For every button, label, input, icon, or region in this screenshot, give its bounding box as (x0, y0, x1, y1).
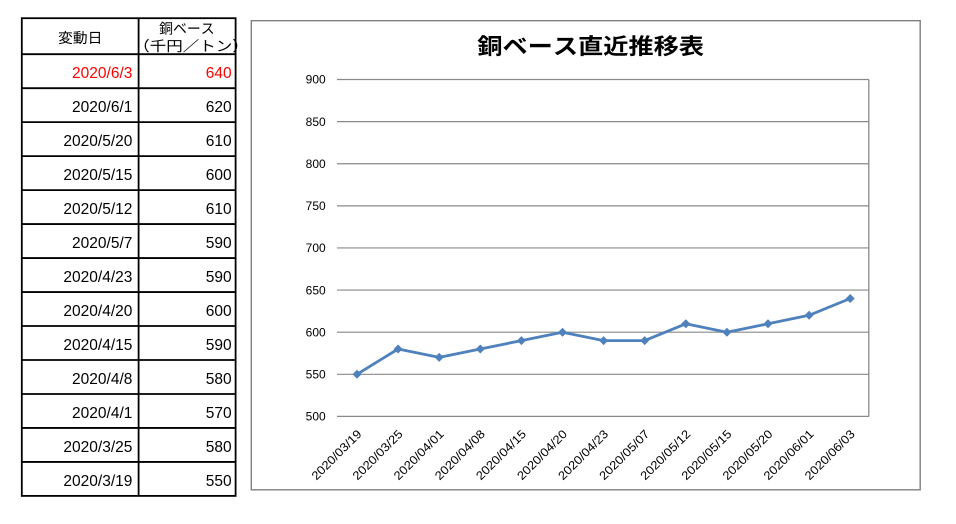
svg-text:650: 650 (306, 283, 326, 297)
svg-text:570: 570 (206, 405, 232, 422)
svg-text:2020/5/20: 2020/5/20 (63, 133, 132, 150)
svg-text:700: 700 (306, 241, 326, 255)
svg-text:2020/4/23: 2020/4/23 (63, 269, 132, 286)
svg-text:850: 850 (306, 115, 326, 129)
svg-text:600: 600 (206, 167, 232, 184)
svg-text:610: 610 (206, 133, 232, 150)
svg-text:2020/3/25: 2020/3/25 (63, 439, 132, 456)
svg-text:900: 900 (306, 73, 326, 87)
svg-text:610: 610 (206, 201, 232, 218)
svg-text:600: 600 (306, 325, 326, 339)
svg-text:550: 550 (206, 473, 232, 490)
svg-text:580: 580 (206, 371, 232, 388)
svg-text:550: 550 (306, 367, 326, 381)
svg-text:2020/5/12: 2020/5/12 (63, 201, 132, 218)
svg-text:590: 590 (206, 269, 232, 286)
svg-text:2020/5/7: 2020/5/7 (72, 235, 132, 252)
svg-text:600: 600 (206, 303, 232, 320)
svg-text:2020/4/20: 2020/4/20 (63, 303, 132, 320)
svg-text:2020/6/3: 2020/6/3 (72, 65, 132, 82)
svg-text:580: 580 (206, 439, 232, 456)
svg-text:750: 750 (306, 199, 326, 213)
svg-text:2020/4/1: 2020/4/1 (72, 405, 132, 422)
svg-text:2020/4/15: 2020/4/15 (63, 337, 132, 354)
svg-text:2020/6/1: 2020/6/1 (72, 99, 132, 116)
svg-text:800: 800 (306, 157, 326, 171)
svg-text:620: 620 (206, 99, 232, 116)
svg-text:2020/5/15: 2020/5/15 (63, 167, 132, 184)
svg-text:640: 640 (206, 65, 232, 82)
svg-text:500: 500 (306, 410, 326, 424)
svg-text:590: 590 (206, 235, 232, 252)
svg-text:2020/4/8: 2020/4/8 (72, 371, 132, 388)
svg-text:590: 590 (206, 337, 232, 354)
svg-text:2020/3/19: 2020/3/19 (63, 473, 132, 490)
